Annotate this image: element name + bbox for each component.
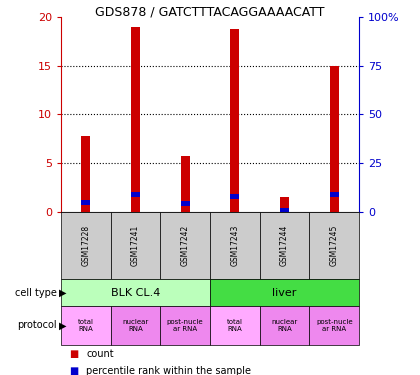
Text: percentile rank within the sample: percentile rank within the sample <box>86 366 251 375</box>
Text: ■: ■ <box>69 366 79 375</box>
Bar <box>181 201 189 206</box>
Bar <box>81 136 90 212</box>
Text: total
RNA: total RNA <box>78 319 94 332</box>
Text: total
RNA: total RNA <box>227 319 243 332</box>
Bar <box>81 200 90 205</box>
Bar <box>231 194 239 199</box>
Bar <box>330 192 339 197</box>
Bar <box>280 208 289 213</box>
Bar <box>231 28 239 212</box>
Text: cell type: cell type <box>15 288 57 297</box>
Text: post-nucle
ar RNA: post-nucle ar RNA <box>316 319 352 332</box>
Text: nuclear
RNA: nuclear RNA <box>271 319 298 332</box>
Text: count: count <box>86 349 114 359</box>
Text: BLK CL.4: BLK CL.4 <box>111 288 160 297</box>
Text: GSM17242: GSM17242 <box>181 225 190 266</box>
Text: GSM17244: GSM17244 <box>280 225 289 266</box>
Text: GSM17228: GSM17228 <box>81 225 90 266</box>
Bar <box>181 156 189 212</box>
Text: GSM17243: GSM17243 <box>230 225 239 266</box>
Bar <box>131 192 140 197</box>
Text: ■: ■ <box>69 349 79 359</box>
Text: GSM17245: GSM17245 <box>330 225 339 266</box>
Text: GDS878 / GATCTTTACAGGAAAACATT: GDS878 / GATCTTTACAGGAAAACATT <box>95 6 325 19</box>
Bar <box>330 66 339 212</box>
Bar <box>280 197 289 212</box>
Text: GSM17241: GSM17241 <box>131 225 140 266</box>
Text: nuclear
RNA: nuclear RNA <box>122 319 149 332</box>
Text: post-nucle
ar RNA: post-nucle ar RNA <box>167 319 203 332</box>
Bar <box>131 27 140 212</box>
Text: ▶: ▶ <box>59 288 66 297</box>
Text: protocol: protocol <box>17 320 57 330</box>
Text: ▶: ▶ <box>59 320 66 330</box>
Text: liver: liver <box>272 288 297 297</box>
